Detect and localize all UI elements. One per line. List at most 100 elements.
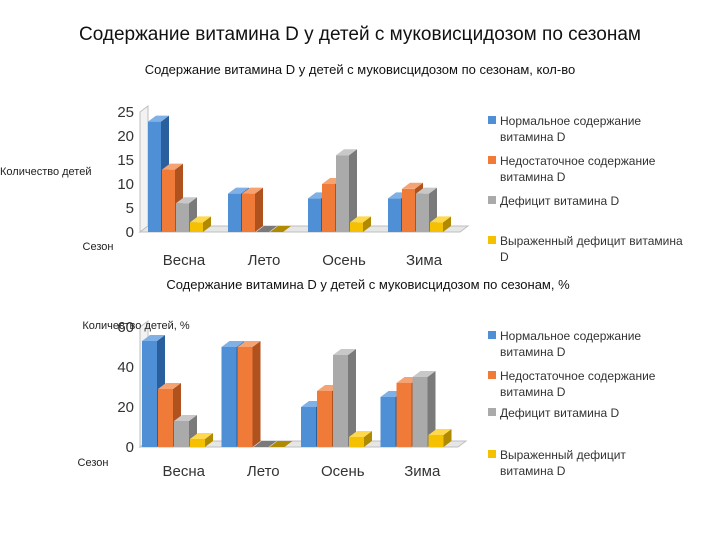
bar-top [349, 431, 372, 437]
bar [142, 341, 157, 447]
bar [176, 203, 189, 232]
bar [174, 421, 189, 447]
legend-label: Дефицит витамина D [500, 194, 619, 208]
bar [402, 188, 415, 232]
bar [428, 435, 444, 447]
bar-top [430, 216, 451, 223]
bar [228, 193, 241, 232]
bar [336, 155, 349, 232]
bar [333, 355, 348, 447]
bar-zero [253, 441, 277, 447]
bar [190, 222, 203, 232]
legend-swatch [488, 331, 496, 339]
bar-side [427, 371, 436, 447]
chart-percent: Содержание витамина D у детей с муковисц… [78, 277, 656, 480]
legend-label: Нормальное содержание [500, 329, 641, 343]
bar-top [158, 383, 181, 389]
bar-top [228, 187, 249, 194]
bar-top [176, 197, 197, 204]
bar [380, 397, 396, 447]
bar-top [333, 349, 356, 355]
legend-swatch [488, 371, 496, 379]
y-tick-label: 10 [117, 176, 134, 193]
bar [322, 184, 335, 232]
legend-swatch [488, 450, 496, 458]
category-label: Лето [247, 463, 280, 480]
legend-label: Выраженный дефицит [500, 448, 626, 462]
category-label: Лето [248, 252, 281, 269]
chart-count: Содержание витамина D у детей с муковисц… [0, 62, 683, 269]
chart-side-wall [139, 105, 149, 233]
legend-label: D [500, 250, 509, 264]
bar [190, 439, 205, 447]
bar [388, 198, 401, 232]
legend-label: витамина D [500, 385, 566, 399]
y-axis-label: Количество детей, % [82, 320, 190, 332]
chart-title: Содержание витамина D у детей с муковисц… [166, 277, 570, 292]
bar-side [205, 433, 213, 447]
bar [301, 407, 316, 447]
bar-top [350, 216, 371, 223]
bar [242, 193, 255, 232]
bar-top [174, 415, 197, 421]
bar-top [148, 115, 169, 122]
category-label: Осень [322, 252, 366, 269]
y-tick-label: 40 [117, 359, 134, 376]
bar [162, 169, 175, 232]
category-label: Зима [406, 252, 443, 269]
bar-top [402, 182, 423, 189]
bar-zero [269, 441, 293, 447]
legend-label: витамина D [500, 130, 566, 144]
y-axis-label: Количество детей [0, 166, 91, 178]
bar-side [255, 187, 263, 232]
bar-side [443, 216, 451, 232]
y-tick-label: 15 [117, 152, 134, 169]
bar [308, 198, 321, 232]
bar [350, 222, 363, 232]
bar-zero [256, 226, 277, 232]
bar-side [203, 216, 211, 232]
legend-label: витамина D [500, 170, 566, 184]
bar [416, 193, 429, 232]
bar [430, 222, 443, 232]
x-axis-label: Сезон [83, 241, 114, 253]
bar-top [428, 429, 452, 435]
bar-top [221, 341, 245, 347]
bar [221, 347, 237, 447]
legend-label: Нормальное содержание [500, 114, 641, 128]
bar [412, 377, 428, 447]
legend-label: Недостаточное содержание [500, 369, 656, 383]
bar-side [349, 149, 357, 232]
x-axis-label: Сезон [78, 457, 109, 469]
bar-top [237, 341, 261, 347]
bar-top [336, 149, 357, 156]
legend-swatch [488, 236, 496, 244]
y-tick-label: 20 [117, 399, 134, 416]
chart-title: Содержание витамина D у детей с муковисц… [145, 62, 575, 77]
legend-label: витамина D [500, 464, 566, 478]
bar-side [348, 349, 356, 447]
bar-top [242, 187, 263, 194]
bar [237, 347, 253, 447]
y-tick-label: 5 [126, 200, 134, 217]
category-label: Весна [163, 463, 206, 480]
bar-side [363, 216, 371, 232]
bar-top [412, 371, 436, 377]
legend-label: Выраженный дефицит витамина [500, 234, 683, 248]
legend-label: Недостаточное содержание [500, 154, 656, 168]
category-label: Осень [321, 463, 365, 480]
legend-swatch [488, 408, 496, 416]
legend-swatch [488, 156, 496, 164]
y-tick-label: 20 [117, 128, 134, 145]
bar-side [364, 431, 372, 447]
y-tick-label: 0 [126, 439, 134, 456]
bar [349, 437, 364, 447]
bar [158, 389, 173, 447]
bar-top [190, 216, 211, 223]
bar [317, 391, 332, 447]
legend-label: витамина D [500, 345, 566, 359]
category-label: Зима [404, 463, 441, 480]
category-label: Весна [163, 252, 206, 269]
bar-top [190, 433, 213, 439]
slide-title: Содержание витамина D у детей с муковисц… [78, 24, 641, 45]
